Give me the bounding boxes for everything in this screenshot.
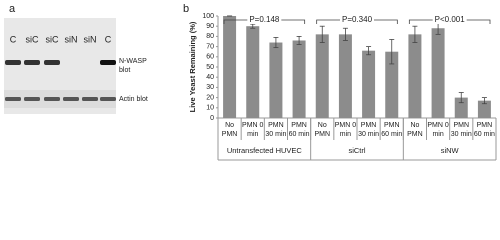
band: [100, 60, 116, 65]
y-tick-label: 20: [206, 94, 214, 101]
y-tick-label: 90: [206, 23, 214, 30]
blot-label: blot: [119, 67, 130, 74]
y-tick-label: 100: [202, 13, 214, 20]
x-tick-label: PMN 0: [242, 122, 264, 129]
y-tick-label: 10: [206, 105, 214, 112]
y-tick-label: 60: [206, 54, 214, 61]
bar: [223, 16, 237, 118]
lane-label: C: [10, 34, 17, 44]
band: [44, 60, 60, 65]
band: [5, 97, 21, 101]
label-bg: [432, 15, 467, 24]
x-tick-label: PMN 0: [427, 122, 449, 129]
band: [82, 97, 98, 101]
x-tick-label: PMN: [291, 122, 307, 129]
error-bar: [389, 39, 395, 65]
panel-label: a: [9, 3, 16, 15]
lane-label: C: [105, 34, 112, 44]
bar: [477, 100, 491, 118]
p-value: P=0.148: [249, 15, 280, 24]
bar: [454, 97, 468, 118]
x-tick-label: min: [432, 131, 443, 138]
y-tick-label: 40: [206, 74, 214, 81]
x-tick-label: min: [340, 131, 351, 138]
bar: [315, 34, 329, 118]
error-bar: [481, 97, 487, 105]
error-bar: [342, 27, 348, 41]
x-tick-label: No: [410, 122, 419, 129]
band: [24, 60, 40, 65]
x-tick-label: PMN: [477, 122, 493, 129]
x-tick-label: PMN 0: [335, 122, 357, 129]
bar: [269, 42, 283, 118]
bar: [408, 34, 422, 118]
x-tick-label: 60 min: [474, 131, 495, 138]
x-tick-label: PMN: [361, 122, 377, 129]
bar: [246, 26, 260, 119]
p-value: P=0.340: [342, 15, 373, 24]
figure: a N-WASP blot Actin blot b Live Yeast Re…: [4, 3, 497, 161]
error-bar: [366, 46, 372, 56]
bar: [362, 50, 376, 118]
blot-label: Actin blot: [119, 96, 148, 103]
x-tick-label: 30 min: [265, 131, 286, 138]
x-tick-label: 60 min: [289, 131, 310, 138]
y-tick-label: 0: [210, 115, 214, 122]
x-tick-label: 30 min: [358, 131, 379, 138]
error-bar: [458, 92, 464, 104]
x-tick-label: 60 min: [381, 131, 402, 138]
group-label: siCtrl: [348, 146, 365, 155]
lane-label: siC: [26, 34, 39, 44]
label-bg: [247, 15, 282, 24]
bar: [292, 40, 306, 119]
blot-label: N-WASP: [119, 58, 147, 65]
error-bar: [273, 37, 279, 49]
band: [44, 97, 60, 101]
x-tick-label: min: [247, 131, 258, 138]
x-tick-label: No: [225, 122, 234, 129]
x-tick-label: 30 min: [451, 131, 472, 138]
x-tick-label: PMN: [314, 131, 330, 138]
y-tick-label: 50: [206, 64, 214, 71]
error-bar: [412, 25, 418, 43]
lane-label: siC: [46, 34, 59, 44]
x-tick-label: No: [318, 122, 327, 129]
band: [63, 97, 79, 101]
band: [24, 97, 40, 101]
error-bar: [296, 36, 302, 45]
group-label: siNW: [441, 146, 460, 155]
group-label: Untransfected HUVEC: [227, 146, 303, 155]
error-bar: [250, 23, 256, 29]
y-axis-label: Live Yeast Remaining (%): [188, 21, 197, 112]
y-tick-label: 70: [206, 43, 214, 50]
band: [5, 60, 21, 65]
x-tick-label: PMN: [222, 131, 238, 138]
error-bar: [319, 25, 325, 43]
bar: [385, 51, 399, 119]
y-tick-label: 80: [206, 33, 214, 40]
x-tick-label: PMN: [268, 122, 284, 129]
y-tick-label: 30: [206, 84, 214, 91]
x-tick-label: PMN: [384, 122, 400, 129]
bar: [338, 34, 352, 118]
band: [100, 97, 116, 101]
panel-label: b: [183, 3, 189, 15]
x-tick-label: PMN: [453, 122, 469, 129]
p-value: P<0.001: [435, 15, 466, 24]
lane-label: siN: [65, 34, 78, 44]
x-tick-label: PMN: [407, 131, 423, 138]
label-bg: [340, 15, 374, 24]
bar: [431, 28, 445, 119]
lane-label: siN: [84, 34, 97, 44]
